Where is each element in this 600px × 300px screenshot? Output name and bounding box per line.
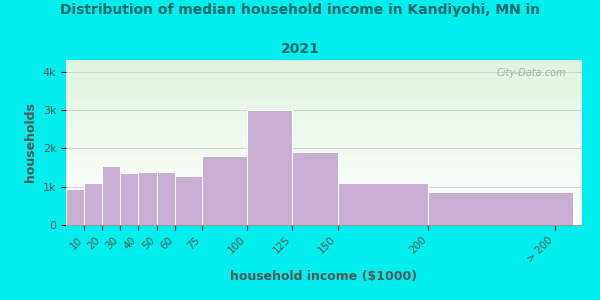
Bar <box>121 173 139 225</box>
Bar <box>175 176 202 225</box>
Text: 2021: 2021 <box>281 42 319 56</box>
Bar <box>428 192 573 225</box>
Bar <box>102 166 121 225</box>
Bar <box>247 110 292 225</box>
Y-axis label: households: households <box>24 103 37 182</box>
Bar <box>66 188 84 225</box>
X-axis label: household income ($1000): household income ($1000) <box>230 270 418 283</box>
Bar <box>84 183 102 225</box>
Text: Distribution of median household income in Kandiyohi, MN in: Distribution of median household income … <box>60 3 540 17</box>
Bar <box>202 156 247 225</box>
Bar <box>139 172 157 225</box>
Bar <box>338 183 428 225</box>
Bar <box>157 172 175 225</box>
Bar <box>292 152 338 225</box>
Text: City-Data.com: City-Data.com <box>497 68 566 78</box>
